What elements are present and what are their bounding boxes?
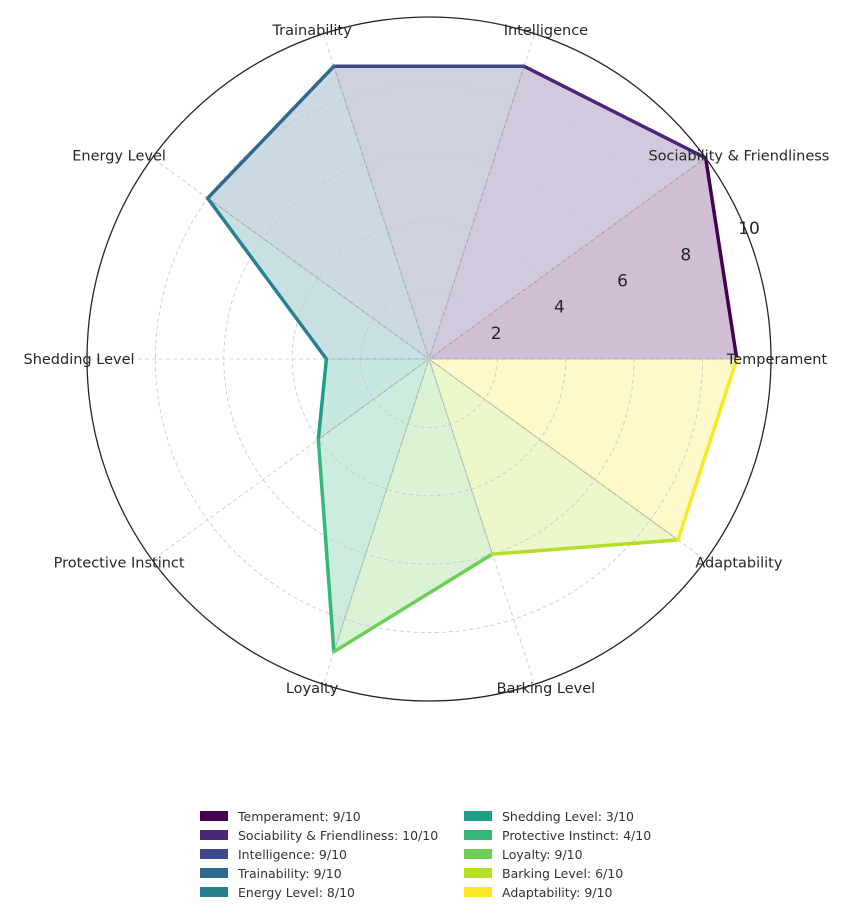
legend-label-8: Barking Level: 6/10: [502, 865, 624, 881]
axis-label-2: Intelligence: [504, 23, 588, 39]
grid-spoke-3: [322, 33, 430, 360]
grid-spoke-7: [322, 358, 430, 685]
legend-label-9: Adaptability: 9/10: [502, 884, 613, 900]
r-tick-label-1: 4: [554, 298, 565, 318]
r-tick-label-4: 10: [738, 219, 760, 239]
grid-spoke-4: [152, 157, 430, 360]
legend-label-1: Sociability & Friendliness: 10/10: [238, 827, 439, 843]
series-line-5: [316, 357, 329, 442]
axis-label-8: Barking Level: [497, 681, 596, 697]
series-line-4: [205, 196, 329, 361]
legend-item-1: Sociability & Friendliness: 10/10: [200, 826, 464, 844]
legend-item-0: Temperament: 9/10: [200, 807, 464, 825]
axis-label-4: Energy Level: [72, 149, 166, 165]
axis-label-3: Trainability: [271, 23, 352, 39]
legend-label-5: Shedding Level: 3/10: [502, 808, 634, 824]
legend-item-3: Trainability: 9/10: [200, 864, 464, 882]
legend-label-4: Energy Level: 8/10: [238, 884, 355, 900]
outer-frame-circle: [86, 16, 772, 702]
legend-label-2: Intelligence: 9/10: [238, 846, 347, 862]
legend-swatch-0: [200, 811, 228, 821]
legend-label-7: Loyalty: 9/10: [502, 846, 583, 862]
axis-label-1: Sociability & Friendliness: [648, 149, 829, 165]
radar-svg: 2 4 6 8 10 Temperament Sociability & Friendli…: [23, 16, 829, 702]
grid-layer: [87, 33, 771, 685]
axis-label-5: Shedding Level: [23, 352, 134, 368]
axis-label-7: Loyalty: [286, 681, 339, 697]
grid-spoke-8: [428, 358, 536, 685]
legend-label-0: Temperament: 9/10: [238, 808, 361, 824]
legend-swatch-4: [200, 887, 228, 897]
legend-label-6: Protective Instinct: 4/10: [502, 827, 652, 843]
legend-item-5: Shedding Level: 3/10: [464, 807, 664, 825]
series-line-8: [490, 538, 680, 556]
radial-tick-labels: 2 4 6 8 10: [491, 219, 760, 344]
legend-item-4: Energy Level: 8/10: [200, 883, 464, 901]
grid-circle-0: [360, 290, 498, 428]
legend-swatch-3: [200, 868, 228, 878]
series-line-6: [316, 437, 336, 654]
series-line-1: [522, 64, 708, 160]
axis-label-6: Protective Instinct: [54, 555, 185, 571]
grid-spoke-2: [428, 33, 536, 360]
r-tick-label-3: 8: [680, 245, 691, 265]
grid-spoke-1: [428, 157, 706, 360]
axis-label-9: Adaptability: [695, 555, 783, 571]
legend-swatch-2: [200, 849, 228, 859]
legend-item-2: Intelligence: 9/10: [200, 845, 464, 863]
series-line-9: [676, 357, 739, 542]
r-tick-label-2: 6: [617, 271, 628, 291]
series-lines-layer: [205, 64, 739, 654]
legend-label-3: Trainability: 9/10: [238, 865, 342, 881]
legend-item-8: Barking Level: 6/10: [464, 864, 664, 882]
legend-swatch-6: [464, 830, 492, 840]
series-line-3: [205, 64, 336, 200]
series-line-7: [332, 552, 495, 654]
legend-item-6: Protective Instinct: 4/10: [464, 826, 664, 844]
legend-swatch-9: [464, 887, 492, 897]
series-line-0: [703, 156, 739, 361]
legend-swatch-5: [464, 811, 492, 821]
legend-swatch-7: [464, 849, 492, 859]
r-tick-label-0: 2: [491, 324, 502, 344]
axis-label-0: Temperament: [726, 352, 828, 368]
grid-spoke-6: [152, 358, 430, 561]
axis-category-labels: Temperament Sociability & Friendliness Int…: [23, 23, 829, 697]
fill-layer: [206, 65, 738, 653]
grid-spoke-9: [428, 358, 706, 561]
legend: Temperament: 9/10 Shedding Level: 3/10 Soc…: [200, 807, 680, 901]
legend-item-9: Adaptability: 9/10: [464, 883, 664, 901]
legend-item-7: Loyalty: 9/10: [464, 845, 664, 863]
legend-swatch-8: [464, 868, 492, 878]
legend-swatch-1: [200, 830, 228, 840]
